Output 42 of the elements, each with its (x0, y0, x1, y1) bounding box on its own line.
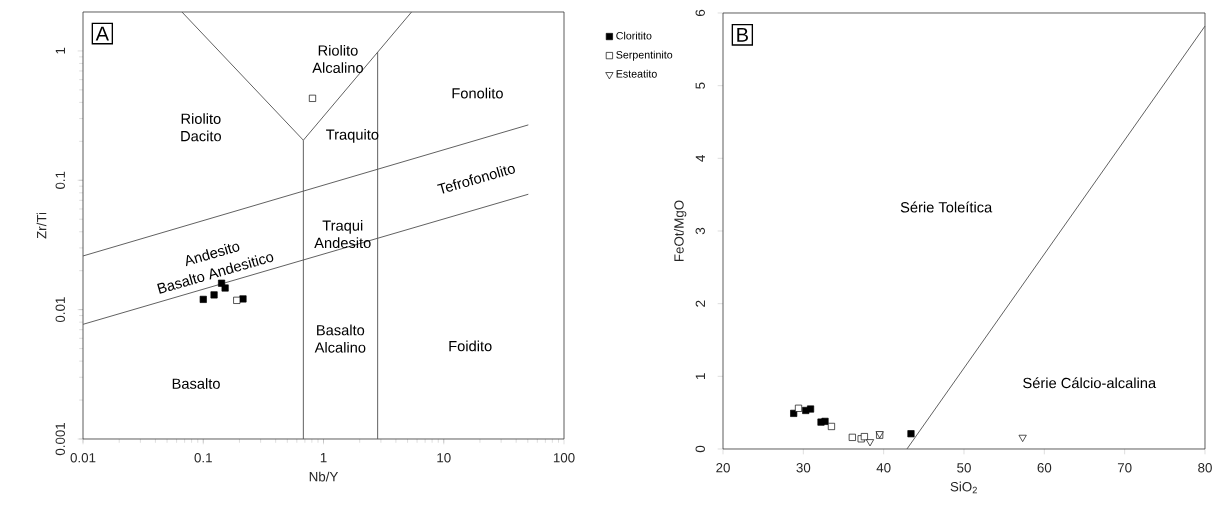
x-tick-label: 20 (716, 463, 730, 473)
x-tick-label: 0.01 (70, 453, 96, 463)
x-tick-label: 70 (1117, 463, 1132, 473)
annotation: Traqui Andesito (314, 219, 371, 249)
x-tick-label: 10 (437, 453, 451, 463)
annotation: Basalto Alcalino (314, 324, 366, 353)
y-axis-title: Zr/Ti (36, 212, 47, 239)
x-tick-label: 80 (1198, 463, 1212, 473)
annotation: Série Cálcio-alcalina (1023, 377, 1157, 389)
x-tick-label: 40 (876, 463, 891, 473)
y-tick-label: 5 (695, 82, 705, 89)
y-tick-label: 0.1 (55, 171, 65, 190)
x-axis-title: SiO$_{2}$ (950, 481, 977, 494)
annotation: Série Toleítica (900, 201, 993, 213)
legend-label: Cloritito (616, 31, 652, 40)
annotation: Fonolito (452, 87, 503, 99)
y-tick-label: 0.01 (55, 297, 65, 323)
x-tick-label: 30 (796, 463, 811, 473)
annotation: B (737, 27, 748, 42)
x-tick-label: 0.1 (194, 453, 212, 463)
legend-label: Serpentinito (616, 50, 673, 61)
y-tick-label: 1 (55, 47, 65, 54)
y-tick-label: 6 (695, 9, 705, 17)
y-axis-title: FeOt/MgO (673, 200, 687, 262)
y-tick-label: 2 (695, 300, 705, 307)
x-tick-label: 60 (1037, 463, 1052, 473)
x-tick-label: 100 (553, 453, 575, 463)
y-tick-label: 0 (695, 445, 705, 453)
x-axis-title: Nb/Y (309, 471, 339, 482)
annotation: Riolito Alcalino (312, 44, 363, 74)
y-tick-label: 3 (695, 227, 705, 235)
x-tick-label: 50 (957, 463, 971, 473)
y-tick-label: 1 (695, 373, 705, 379)
annotation: Foidito (449, 340, 492, 352)
legend-label: Esteatito (616, 69, 657, 78)
y-tick-label: 0.001 (55, 422, 65, 456)
annotation: Riolito Dacito (181, 113, 221, 142)
y-tick-label: 4 (695, 155, 705, 162)
annotation: Traquito (326, 128, 379, 143)
annotation: A (95, 26, 109, 41)
annotation: Basalto (172, 378, 220, 389)
x-tick-label: 1 (320, 453, 327, 463)
